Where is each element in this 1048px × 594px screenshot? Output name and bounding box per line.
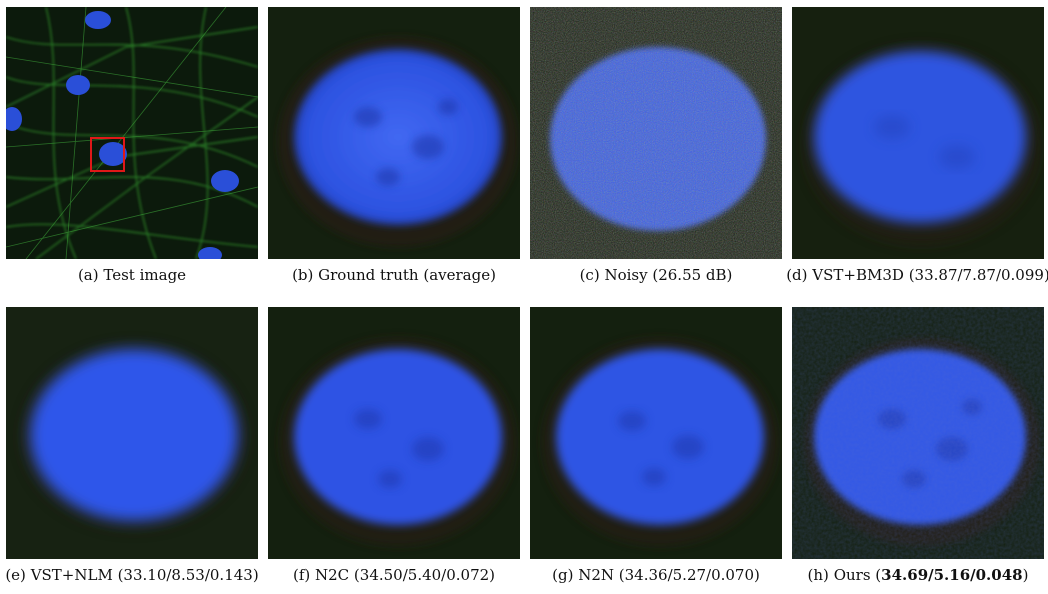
- caption-h: (h) Ours (34.69/5.16/0.048): [807, 566, 1029, 584]
- caption-g: (g) N2N (34.36/5.27/0.070): [552, 566, 760, 584]
- caption-c: (c) Noisy (26.55 dB): [579, 266, 733, 284]
- noisy-image: [530, 7, 782, 259]
- vst-nlm-image: [6, 307, 258, 559]
- vst-bm3d-image: [792, 7, 1044, 259]
- caption-f: (f) N2C (34.50/5.40/0.072): [292, 566, 496, 584]
- caption-a: (a) Test image: [77, 266, 187, 284]
- ours-image: [792, 307, 1044, 559]
- test-image-thumbnail: [6, 7, 258, 259]
- ground-truth-image: [268, 7, 520, 259]
- n2c-image: [268, 307, 520, 559]
- highlight-box: [90, 137, 125, 172]
- caption-h-best-metrics: 34.69/5.16/0.048: [881, 566, 1023, 584]
- n2n-image: [530, 307, 782, 559]
- caption-d: (d) VST+BM3D (33.87/7.87/0.099): [786, 266, 1048, 284]
- caption-b: (b) Ground truth (average): [292, 266, 496, 284]
- caption-e: (e) VST+NLM (33.10/8.53/0.143): [5, 566, 259, 584]
